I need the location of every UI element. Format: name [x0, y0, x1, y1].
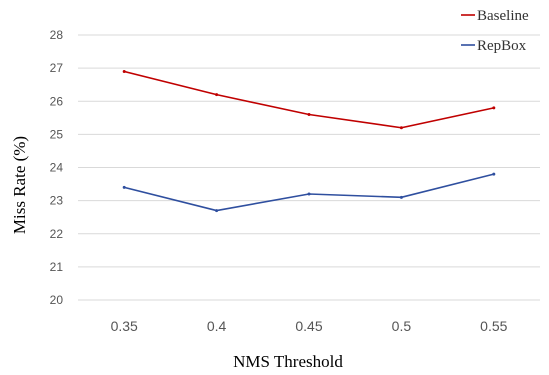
data-point-repbox: [307, 192, 311, 196]
legend-label-baseline: Baseline: [477, 8, 529, 24]
x-tick-label: 0.35: [111, 318, 138, 334]
y-tick-label: 25: [50, 127, 64, 141]
legend-label-repbox: RepBox: [477, 38, 527, 54]
legend: Baseline RepBox: [461, 8, 529, 54]
x-tick-label: 0.45: [295, 318, 322, 334]
y-axis-title: Miss Rate (%): [10, 136, 29, 234]
y-tick-label: 26: [50, 94, 64, 108]
y-tick-label: 27: [50, 61, 64, 75]
y-tick-label: 20: [50, 293, 64, 307]
series-line-repbox: [124, 173, 494, 212]
x-tick-label: 0.55: [480, 318, 507, 334]
data-point-baseline: [307, 113, 311, 116]
gridlines: [78, 34, 540, 301]
x-tick-label: 0.5: [392, 318, 412, 334]
data-point-baseline: [215, 93, 219, 97]
x-tick-label: 0.4: [207, 318, 227, 334]
series-lines: [122, 69, 496, 213]
y-axis-ticks: 20 21 22 23 24 25 26 27 28: [50, 28, 64, 307]
x-axis-ticks: 0.35 0.4 0.45 0.5 0.55: [111, 318, 508, 334]
data-point-baseline: [492, 106, 496, 110]
data-point-repbox: [492, 172, 496, 176]
y-tick-label: 24: [50, 161, 64, 175]
data-point-baseline: [399, 126, 403, 130]
y-tick-label: 21: [50, 260, 64, 274]
series-line-baseline: [124, 70, 494, 129]
data-point-repbox: [122, 185, 126, 189]
data-point-repbox: [215, 209, 219, 213]
data-point-baseline: [122, 69, 126, 73]
data-point-repbox: [399, 195, 403, 199]
y-tick-label: 23: [50, 194, 64, 208]
y-tick-label: 22: [50, 227, 64, 241]
x-axis-title: NMS Threshold: [233, 352, 343, 371]
y-tick-label: 28: [50, 28, 64, 42]
